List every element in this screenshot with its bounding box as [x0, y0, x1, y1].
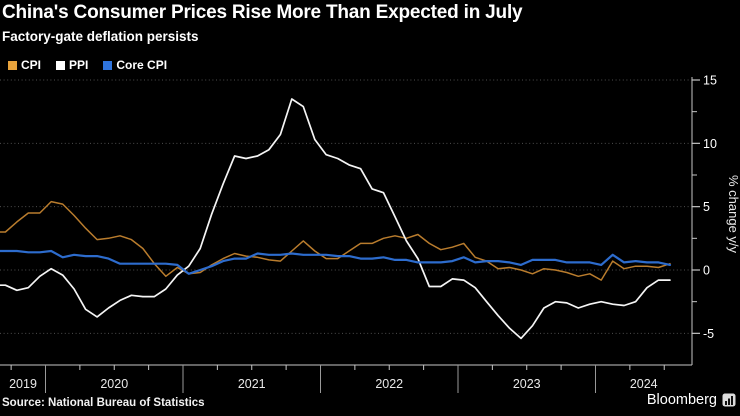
chart-legend: CPI PPI Core CPI	[8, 58, 167, 72]
y-tick-label--5: -5	[703, 327, 714, 341]
year-label-2020: 2020	[100, 377, 128, 391]
bloomberg-wordmark: Bloomberg	[646, 392, 717, 408]
year-label-2021: 2021	[238, 377, 266, 391]
core-cpi-line	[0, 249, 672, 275]
chart-title: China's Consumer Prices Rise More Than E…	[2, 2, 523, 23]
legend-item-core-cpi: Core CPI	[103, 58, 167, 72]
core-cpi-color-swatch-icon	[103, 60, 113, 70]
cpi-line	[0, 200, 671, 281]
y-tick-label-15: 15	[703, 73, 717, 87]
y-tick-label-10: 10	[703, 137, 717, 151]
chart-subtitle: Factory-gate deflation persists	[2, 29, 199, 44]
year-label-2022: 2022	[375, 377, 403, 391]
y-axis-title: % change y/y	[726, 175, 740, 254]
legend-label-cpi: CPI	[21, 58, 42, 72]
source-note: Source: National Bureau of Statistics	[2, 397, 205, 409]
ppi-color-swatch-icon	[56, 60, 66, 70]
bloomberg-terminal-icon	[722, 393, 736, 407]
legend-label-ppi: PPI	[69, 58, 89, 72]
y-tick-label-5: 5	[703, 200, 710, 214]
year-label-2019: 2019	[9, 377, 37, 391]
cpi-color-swatch-icon	[8, 60, 17, 70]
year-label-2023: 2023	[513, 377, 541, 391]
ppi-line	[0, 98, 671, 340]
bloomberg-brand: Bloomberg	[647, 392, 736, 408]
y-tick-label-0: 0	[703, 264, 710, 278]
legend-item-cpi: CPI	[8, 58, 41, 72]
year-label-2024: 2024	[630, 377, 658, 391]
legend-label-core-cpi: Core CPI	[116, 58, 168, 72]
legend-item-ppi: PPI	[56, 58, 88, 72]
